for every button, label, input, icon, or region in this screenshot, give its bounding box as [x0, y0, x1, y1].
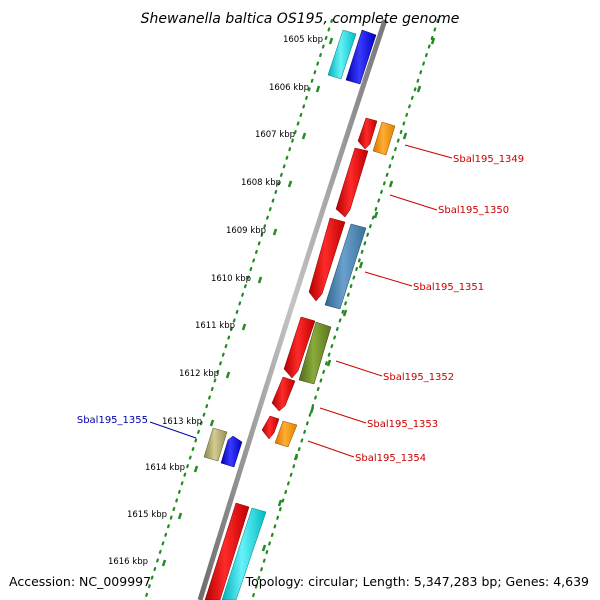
label-leaders [149, 144, 453, 458]
tick-label: 1608 kbp [241, 178, 281, 188]
tick-label: 1611 kbp [195, 321, 235, 331]
tick-label: 1614 kbp [145, 463, 185, 473]
gene-arrow-1352[interactable] [283, 316, 316, 379]
gene-label-1354[interactable]: Sbal195_1354 [355, 453, 426, 464]
tick-label: 1605 kbp [283, 35, 323, 45]
gene-label-1352[interactable]: Sbal195_1352 [383, 372, 454, 383]
gene-arrow-1354[interactable] [261, 415, 280, 440]
gene-arrow-1350[interactable] [335, 147, 369, 218]
ruler-tick-marks-inner [261, 37, 436, 552]
gene-arrow-1349[interactable] [357, 117, 378, 150]
tick-label: 1607 kbp [255, 130, 295, 140]
gene-arrow-lower[interactable] [204, 502, 250, 600]
feature-khaki[interactable] [203, 427, 228, 462]
accession-text: Accession: NC_009997 [9, 574, 151, 589]
tick-label: 1613 kbp [162, 417, 202, 427]
ruler-dotted-left [143, 18, 334, 600]
gene-arrow-1351[interactable] [308, 217, 346, 302]
tick-label: 1609 kbp [226, 226, 266, 236]
feature-cyan-top[interactable] [327, 29, 357, 80]
gene-label-1353[interactable]: Sbal195_1353 [367, 419, 438, 430]
gene-label-1350[interactable]: Sbal195_1350 [438, 205, 509, 216]
genome-backbone [197, 19, 388, 600]
tick-label: 1606 kbp [269, 83, 309, 93]
gene-arrow-1353[interactable] [271, 376, 296, 412]
tick-label: 1615 kbp [127, 510, 167, 520]
feature-orange-top[interactable] [372, 121, 396, 156]
ruler-tick-labels: 1605 kbp 1606 kbp 1607 kbp 1608 kbp 1609… [108, 35, 323, 567]
cds-features-forward [204, 117, 378, 600]
gene-label-1351[interactable]: Sbal195_1351 [413, 282, 484, 293]
feature-cyan-bottom[interactable] [221, 507, 267, 600]
ruler-tick-marks [161, 37, 334, 567]
feature-blue-top[interactable] [345, 29, 377, 85]
feature-olive[interactable] [298, 321, 332, 385]
tick-label: 1616 kbp [108, 557, 148, 567]
gene-label-1349[interactable]: Sbal195_1349 [453, 154, 524, 165]
tick-label: 1610 kbp [211, 274, 251, 284]
tick-label: 1612 kbp [179, 369, 219, 379]
feature-blue-lower[interactable] [220, 435, 243, 468]
genome-summary-text: Topology: circular; Length: 5,347,283 bp… [245, 574, 589, 589]
map-title: Shewanella baltica OS195, complete genom… [141, 11, 460, 27]
ruler-dotted-right [250, 18, 440, 600]
feature-orange-bottom[interactable] [274, 420, 298, 448]
feature-steelblue[interactable] [324, 223, 367, 310]
gene-label-1355[interactable]: Sbal195_1355 [77, 415, 148, 426]
